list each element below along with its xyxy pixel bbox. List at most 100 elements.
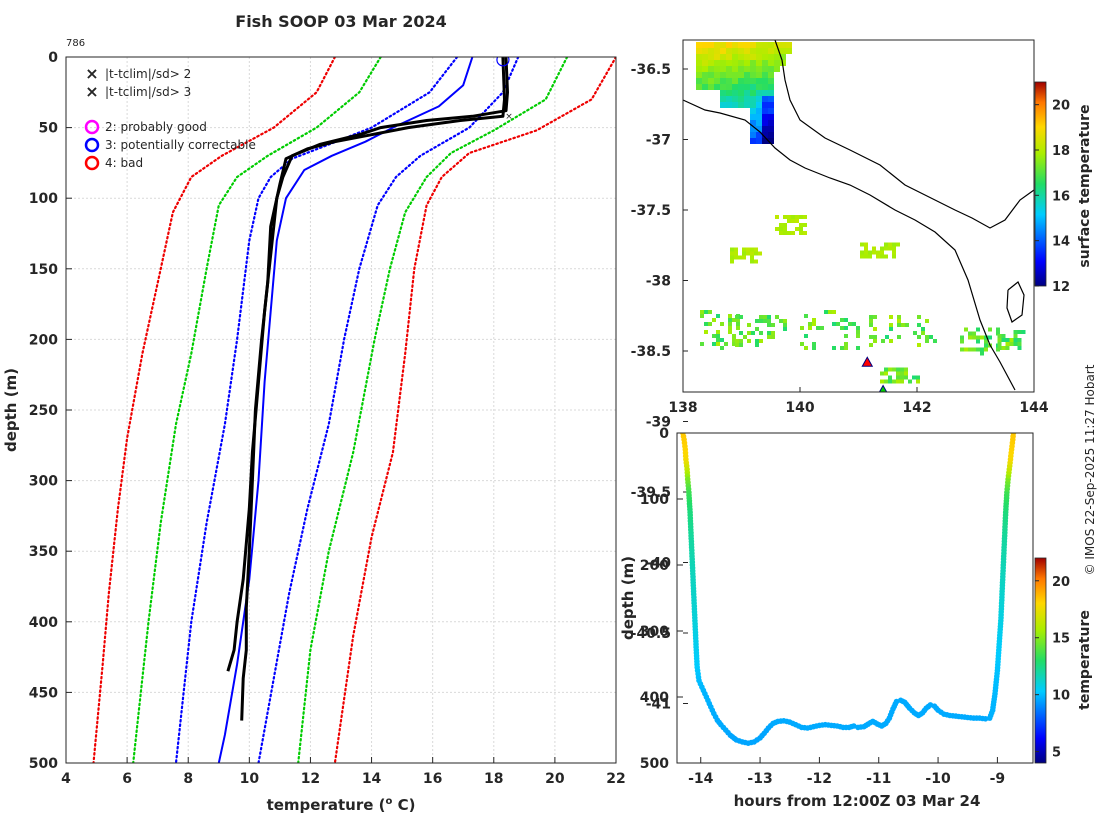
sst-cell <box>714 84 720 90</box>
sst-cell <box>739 339 743 343</box>
sst-cell <box>820 326 824 330</box>
sst-cell <box>791 219 795 223</box>
sst-cell <box>925 319 929 323</box>
sst-cell <box>738 78 744 84</box>
sst-cell <box>780 54 786 60</box>
legend-label: |t-tclim|/sd> 2 <box>105 67 191 81</box>
sst-cell <box>732 84 738 90</box>
sst-cell <box>736 322 740 326</box>
sst-cell <box>767 331 771 335</box>
sst-cell <box>708 60 714 66</box>
map-y-tick-label: -40 <box>646 556 672 572</box>
x-tick-label: 8 <box>183 771 193 787</box>
y-tick-label: 500 <box>29 756 58 772</box>
sst-cell <box>1021 330 1026 334</box>
sst-cell <box>762 114 768 120</box>
map-y-tick-label: -38.5 <box>631 344 671 360</box>
sst-cell <box>762 84 768 90</box>
sst-cell <box>708 84 714 90</box>
sst-cell <box>812 318 816 322</box>
sst-cell <box>738 48 744 54</box>
series-line <box>297 57 569 763</box>
sst-cell <box>908 379 912 384</box>
sst-cell <box>884 379 888 384</box>
sst-cell <box>768 72 774 78</box>
sst-cell <box>755 339 759 343</box>
sst-cell <box>1013 330 1018 334</box>
sst-cell <box>747 331 751 335</box>
sst-cell <box>888 367 892 372</box>
sst-cell <box>876 254 880 259</box>
x-tick-label: 16 <box>423 771 442 787</box>
sst-cell <box>750 48 756 54</box>
series-line <box>92 57 336 763</box>
sst-cell <box>780 42 786 48</box>
sst-cell <box>972 347 976 352</box>
ship-position-marker <box>861 356 874 367</box>
coastline <box>683 99 1016 391</box>
sst-cell <box>972 331 976 336</box>
sst-cell <box>730 259 734 264</box>
sst-cell <box>726 66 732 72</box>
sst-cell <box>900 371 904 376</box>
sst-cell <box>972 335 976 340</box>
sst-cell <box>759 331 763 335</box>
sst-cell <box>732 48 738 54</box>
sst-cell <box>892 379 896 384</box>
sst-cell <box>746 251 750 256</box>
depth-time-scatter <box>680 433 1017 746</box>
sst-cell <box>768 42 774 48</box>
sst-cell <box>900 375 904 380</box>
sst-cell <box>726 48 732 54</box>
colorbar-temperature-label: temperature <box>1077 610 1093 710</box>
sst-cell <box>768 84 774 90</box>
depth-time-frame <box>676 432 1034 764</box>
sst-cell <box>736 318 740 322</box>
sst-cell <box>732 78 738 84</box>
sst-cell <box>762 78 768 84</box>
sst-cell <box>873 339 877 343</box>
sst-cell <box>712 334 716 338</box>
sst-cell <box>750 126 756 132</box>
sst-cell <box>742 255 746 260</box>
data-point <box>982 716 989 722</box>
sst-cell <box>762 102 768 108</box>
sst-cell <box>787 219 791 223</box>
sst-cell <box>897 315 901 319</box>
sst-cell <box>900 379 904 384</box>
sst-cell <box>844 346 848 350</box>
data-point <box>851 723 857 729</box>
sst-cell <box>720 346 724 350</box>
sst-cell <box>716 330 720 334</box>
sst-cell <box>980 347 984 352</box>
colorbar-temperature-tick-label: 15 <box>1052 632 1070 647</box>
sst-cell <box>860 250 864 255</box>
sst-cell <box>759 319 763 323</box>
depth-time-y-tick-label: 400 <box>640 690 669 706</box>
series-group: × <box>92 57 616 763</box>
sst-cell <box>702 84 708 90</box>
sst-cell <box>756 78 762 84</box>
depth-time-x-tick-label: -11 <box>866 771 891 787</box>
sst-cell <box>704 322 708 326</box>
sst-cell <box>712 318 716 322</box>
sst-cell <box>726 102 732 108</box>
sst-cell <box>738 72 744 78</box>
sst-cell <box>756 84 762 90</box>
x-tick-label: 12 <box>301 771 320 787</box>
sst-cell <box>869 335 873 339</box>
sst-cell <box>756 72 762 78</box>
sst-cell <box>720 338 724 342</box>
sst-cell <box>872 246 876 251</box>
sst-cell <box>876 250 880 255</box>
sst-cell <box>768 102 774 108</box>
sst-cell <box>762 108 768 114</box>
sst-cell <box>716 342 720 346</box>
sst-cell <box>774 54 780 60</box>
sst-cell <box>754 259 758 264</box>
colorbar-surface-tick-label: 20 <box>1052 99 1070 114</box>
sst-cell <box>750 251 754 256</box>
sst-cell <box>1017 346 1022 350</box>
sst-cell <box>812 342 816 346</box>
sst-cell <box>762 120 768 126</box>
